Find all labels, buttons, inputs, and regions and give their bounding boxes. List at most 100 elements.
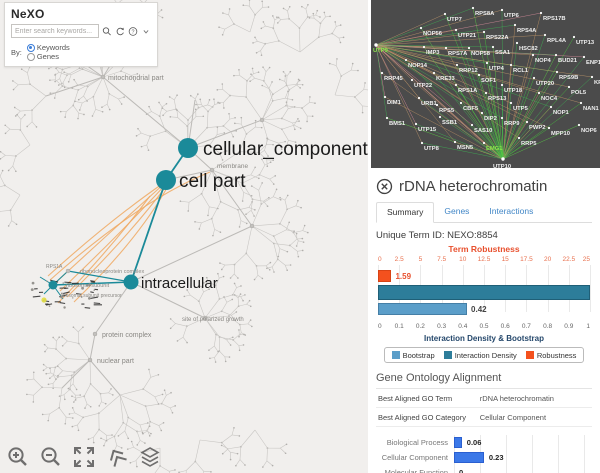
gene-node[interactable] bbox=[590, 75, 594, 79]
map-term-label[interactable]: ribonucleoprotein complex bbox=[80, 269, 144, 275]
search-mode-genes[interactable]: Genes bbox=[26, 52, 70, 61]
gene-node[interactable] bbox=[383, 95, 387, 99]
map-minor-node[interactable] bbox=[87, 357, 93, 363]
gene-label[interactable]: DIP2 bbox=[484, 116, 497, 122]
gene-label[interactable]: BMS1 bbox=[389, 121, 406, 127]
gene-label[interactable]: RRP45 bbox=[384, 76, 403, 82]
gene-node[interactable] bbox=[549, 105, 553, 109]
gene-label[interactable]: UTP5 bbox=[513, 106, 529, 112]
gene-node[interactable] bbox=[435, 103, 439, 107]
refresh-icon[interactable] bbox=[115, 25, 125, 38]
gene-node[interactable] bbox=[531, 53, 535, 57]
gene-label[interactable]: NOP4 bbox=[535, 58, 552, 64]
gene-label[interactable]: RPS5 bbox=[439, 108, 455, 114]
gene-label[interactable]: BUD21 bbox=[558, 58, 578, 64]
gene-node[interactable] bbox=[501, 157, 505, 161]
tab-genes[interactable]: Genes bbox=[444, 206, 470, 216]
map-minor-node[interactable] bbox=[202, 315, 208, 321]
gene-label[interactable]: RPS8A bbox=[475, 11, 495, 17]
map-minor-node[interactable] bbox=[92, 331, 98, 337]
gene-node[interactable] bbox=[477, 73, 481, 77]
gene-label[interactable]: NOP56 bbox=[423, 31, 443, 37]
gene-label[interactable]: PWP2 bbox=[529, 125, 545, 131]
radio-icon[interactable] bbox=[26, 52, 35, 61]
map-term-node[interactable] bbox=[123, 274, 139, 290]
search-input[interactable] bbox=[11, 24, 99, 38]
gene-node[interactable] bbox=[515, 41, 519, 45]
gene-label[interactable]: UTP7 bbox=[447, 17, 462, 23]
gene-node[interactable] bbox=[500, 116, 504, 120]
gene-label[interactable]: RPS22A bbox=[486, 35, 509, 41]
gene-node[interactable] bbox=[547, 126, 551, 130]
gene-node[interactable] bbox=[459, 101, 463, 105]
tab-summary[interactable]: Summary bbox=[376, 202, 435, 223]
gene-node[interactable] bbox=[422, 45, 426, 49]
gene-node[interactable] bbox=[509, 101, 513, 105]
tab-interactions[interactable]: Interactions bbox=[489, 206, 534, 216]
gene-node[interactable] bbox=[438, 115, 442, 119]
gene-node[interactable] bbox=[417, 96, 421, 100]
gene-label[interactable]: URB1 bbox=[421, 101, 438, 107]
gene-label[interactable]: UTP20 bbox=[536, 81, 554, 87]
gene-label[interactable]: UTP8 bbox=[424, 146, 440, 152]
gene-node[interactable] bbox=[509, 63, 513, 67]
gene-node[interactable] bbox=[482, 141, 486, 145]
gene-node[interactable] bbox=[500, 8, 504, 12]
map-term-label[interactable]: RPS1A bbox=[46, 264, 63, 270]
gene-label[interactable]: RPL4A bbox=[547, 38, 567, 44]
zoom-out-icon[interactable] bbox=[39, 445, 63, 469]
gene-node[interactable] bbox=[577, 123, 581, 127]
chevron-down-icon[interactable] bbox=[141, 25, 151, 38]
layers-icon[interactable] bbox=[138, 445, 162, 469]
gene-node[interactable] bbox=[471, 6, 475, 10]
gene-node[interactable] bbox=[432, 71, 436, 75]
gene-node[interactable] bbox=[414, 122, 418, 126]
gene-node[interactable] bbox=[420, 141, 424, 145]
map-term-label[interactable]: site of polarized growth bbox=[182, 317, 244, 323]
go-chart-bar[interactable] bbox=[454, 452, 484, 463]
gene-label[interactable]: RRP5 bbox=[521, 141, 537, 147]
map-minor-node[interactable] bbox=[259, 117, 265, 123]
map-minor-node[interactable] bbox=[209, 167, 215, 173]
map-term-label[interactable]: cellular_component bbox=[203, 139, 368, 160]
gene-node[interactable] bbox=[513, 23, 517, 27]
gene-label[interactable]: ENP1 bbox=[586, 60, 600, 66]
gene-node[interactable] bbox=[572, 35, 576, 39]
gene-label[interactable]: NOP6 bbox=[581, 128, 598, 134]
map-term-node[interactable] bbox=[156, 170, 176, 190]
gene-label[interactable]: SSA1 bbox=[495, 50, 511, 56]
gene-label[interactable]: HSC82 bbox=[519, 46, 538, 52]
gene-label[interactable]: KRR1 bbox=[594, 80, 600, 86]
gene-label[interactable]: NAN1 bbox=[583, 106, 600, 112]
gene-label[interactable]: CBF5 bbox=[463, 106, 479, 112]
gene-label[interactable]: RRP12 bbox=[459, 68, 478, 74]
map-minor-node[interactable] bbox=[100, 74, 106, 80]
gene-node[interactable] bbox=[554, 53, 558, 57]
ontology-map-svg[interactable]: mitochondrial part membrane protein comple… bbox=[0, 0, 368, 473]
gene-label[interactable]: RRP9 bbox=[504, 121, 520, 127]
gene-label[interactable]: RPS9B bbox=[559, 75, 578, 81]
gene-label[interactable]: SSB1 bbox=[442, 120, 458, 126]
gene-node[interactable] bbox=[500, 83, 504, 87]
gene-label[interactable]: UTP13 bbox=[576, 40, 595, 46]
fit-view-icon[interactable] bbox=[72, 445, 96, 469]
gene-label[interactable]: KRE33 bbox=[436, 76, 455, 82]
map-term-label[interactable]: ribosomal subunit bbox=[66, 283, 110, 289]
gene-node[interactable] bbox=[404, 58, 408, 62]
map-term-node[interactable] bbox=[178, 138, 198, 158]
gene-node[interactable] bbox=[485, 61, 489, 65]
radio-icon[interactable] bbox=[26, 43, 35, 52]
gene-network-canvas[interactable]: UTP7 RPS8A UTP6 RPS17B NOP56 UTP21 RPS22A RPS4A… bbox=[371, 0, 600, 168]
gene-node[interactable] bbox=[555, 70, 559, 74]
gene-node[interactable] bbox=[525, 120, 529, 124]
map-term-label[interactable]: nuclear part bbox=[97, 358, 134, 365]
gene-label[interactable]: EMG1 bbox=[486, 146, 503, 152]
map-minor-node[interactable] bbox=[249, 223, 255, 229]
gene-label[interactable]: MPP10 bbox=[551, 131, 570, 137]
gene-node[interactable] bbox=[582, 55, 586, 59]
gene-label[interactable]: UTP10 bbox=[493, 164, 511, 168]
gene-label[interactable]: RPS7A bbox=[448, 51, 468, 57]
gene-node[interactable] bbox=[385, 116, 389, 120]
gene-label[interactable]: SOF1 bbox=[481, 78, 497, 84]
gene-node[interactable] bbox=[419, 26, 423, 30]
